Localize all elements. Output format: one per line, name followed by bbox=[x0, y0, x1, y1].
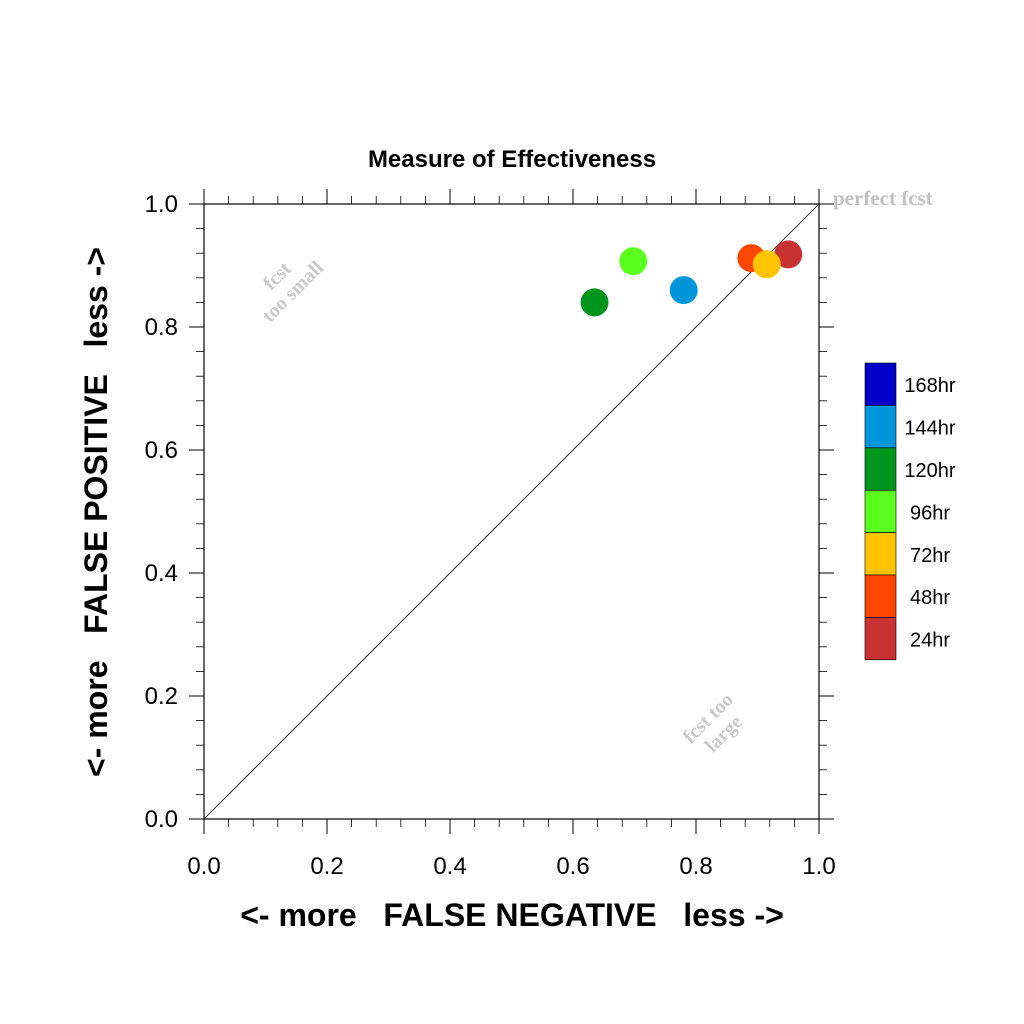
legend-label-120hr: 120hr bbox=[904, 460, 955, 482]
data-point-72hr bbox=[752, 250, 781, 279]
y-tick-label: 0.2 bbox=[145, 683, 178, 710]
data-point-144hr bbox=[669, 276, 698, 305]
data-point-120hr bbox=[580, 288, 609, 317]
x-tick-label: 1.0 bbox=[802, 853, 835, 880]
y-tick-label: 1.0 bbox=[145, 191, 178, 218]
y-tick-label: 0.4 bbox=[145, 560, 178, 587]
data-point-96hr bbox=[619, 247, 648, 276]
chart-title: Measure of Effectiveness bbox=[368, 146, 656, 173]
legend-swatch-24hr bbox=[864, 617, 897, 661]
legend-label-144hr: 144hr bbox=[904, 418, 955, 440]
annotation-too-small-line: too small bbox=[258, 256, 328, 326]
legend-label-24hr: 24hr bbox=[910, 630, 950, 652]
y-tick-label: 0.8 bbox=[145, 314, 178, 341]
annotation-perfect-fcst: perfect fcst bbox=[833, 186, 933, 210]
legend-swatch-48hr bbox=[864, 574, 897, 618]
legend-swatch-96hr bbox=[864, 489, 897, 533]
legend: 168hr 144hr 120hr 96hr 72hr 48hr 24hr bbox=[864, 362, 956, 661]
data-point-24hr bbox=[774, 240, 803, 269]
x-tick-label: 0.8 bbox=[679, 853, 712, 880]
x-tick-label: 0.0 bbox=[187, 853, 220, 880]
x-tick-label: 0.2 bbox=[310, 853, 343, 880]
x-tick-label: 0.6 bbox=[556, 853, 589, 880]
plot-frame bbox=[203, 203, 820, 820]
x-axis-label: <- more FALSE NEGATIVE less -> bbox=[240, 897, 784, 933]
legend-label-168hr: 168hr bbox=[904, 375, 955, 397]
plot-area: 0.0 0.0 0.2 0.2 0.4 0.4 0.6 0.6 0.8 0.8 1.0 1.0 perf… bbox=[145, 186, 933, 880]
legend-swatch-72hr bbox=[864, 532, 897, 576]
legend-swatch-144hr bbox=[864, 405, 897, 449]
diagonal-line bbox=[203, 203, 820, 820]
y-tick-label: 0.0 bbox=[145, 806, 178, 833]
legend-swatch-120hr bbox=[864, 447, 897, 491]
legend-label-48hr: 48hr bbox=[910, 587, 950, 609]
y-axis-label: <- more FALSE POSITIVE less -> bbox=[78, 247, 114, 777]
legend-label-72hr: 72hr bbox=[910, 545, 950, 567]
legend-label-96hr: 96hr bbox=[910, 502, 950, 524]
y-tick-label: 0.6 bbox=[145, 437, 178, 464]
x-tick-label: 0.4 bbox=[433, 853, 466, 880]
legend-swatch-168hr bbox=[864, 362, 897, 406]
